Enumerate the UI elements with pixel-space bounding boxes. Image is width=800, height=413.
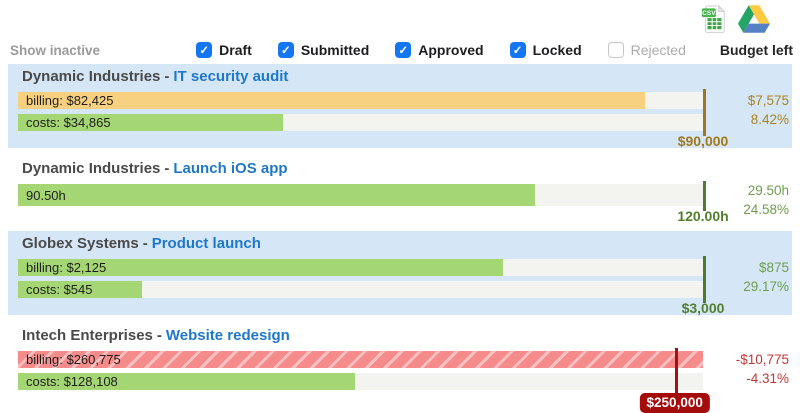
checkbox-label: Draft [219, 42, 252, 58]
show-inactive-toggle[interactable]: Show inactive [10, 42, 101, 58]
remaining-percent: 8.42% [750, 112, 789, 127]
budget-label: $90,000 [677, 133, 729, 149]
project-row: Dynamic Industries - IT security audit bil… [8, 64, 792, 149]
title-separator: - [156, 327, 162, 344]
checkbox-icon[interactable] [277, 42, 294, 58]
budget-chart: 90.50h 120.00h 29.50h 24.58% [18, 181, 789, 224]
remaining-amount: $7,575 [747, 93, 789, 108]
project-row: Intech Enterprises - Website redesign bill… [8, 323, 792, 413]
billing-bar: billing: $260,775 [18, 351, 703, 368]
budget-left-values: -$10,775 -4.31% [703, 350, 789, 388]
title-separator: - [164, 68, 170, 85]
company-name: Intech Enterprises [22, 327, 153, 344]
bars-area: billing: $82,425 costs: $34,865 $90,000 … [18, 89, 789, 149]
costs-bar: costs: $34,865 [18, 114, 284, 131]
project-title: Dynamic Industries - Launch iOS app [22, 160, 792, 178]
checkbox-label: Locked [532, 42, 582, 58]
remaining-amount: -$10,775 [735, 352, 789, 367]
budget-chart: billing: $260,775 costs: $128,108 $250,0… [18, 348, 789, 413]
checkbox-icon[interactable] [509, 42, 526, 58]
budget-chart: billing: $82,425 costs: $34,865 $90,000 … [18, 89, 789, 149]
project-title: Intech Enterprises - Website redesign [22, 327, 792, 345]
filter-submitted[interactable]: Submitted [277, 42, 370, 58]
billing-bar: billing: $2,125 [18, 259, 504, 276]
filter-locked[interactable]: Locked [509, 42, 582, 58]
bar-track: costs: $128,108 [18, 373, 703, 390]
checkbox-icon[interactable] [607, 42, 624, 58]
filter-draft[interactable]: Draft [196, 42, 252, 58]
csv-export-icon[interactable]: CSV [701, 5, 727, 33]
remaining-amount: 29.50h [747, 183, 789, 198]
project-title: Dynamic Industries - IT security audit [22, 68, 792, 86]
company-name: Globex Systems [22, 235, 139, 252]
checkbox-icon[interactable] [395, 42, 412, 58]
budget-chart: billing: $2,125 costs: $545 $3,000 $875 … [18, 256, 789, 316]
bars-area: billing: $2,125 costs: $545 $3,000 $875 … [18, 256, 789, 316]
filter-approved[interactable]: Approved [395, 42, 484, 58]
bar-track: costs: $34,865 [18, 114, 703, 131]
project-title: Globex Systems - Product launch [22, 235, 792, 253]
billing-bar: billing: $82,425 [18, 92, 646, 109]
checkbox-label: Approved [418, 42, 484, 58]
budget-label: $250,000 [639, 393, 710, 413]
bar-track: billing: $260,775 [18, 351, 703, 368]
project-link[interactable]: Website redesign [165, 327, 290, 344]
title-separator: - [164, 160, 170, 177]
costs-bar: costs: $128,108 [18, 373, 355, 390]
company-name: Dynamic Industries [22, 160, 161, 177]
bar-track: 90.50h [18, 184, 703, 206]
remaining-percent: 29.17% [743, 279, 789, 294]
google-drive-export-icon[interactable] [738, 5, 770, 33]
project-list: Dynamic Industries - IT security audit bil… [0, 64, 800, 413]
budget-marker [703, 89, 706, 136]
company-name: Dynamic Industries [22, 68, 161, 85]
project-link[interactable]: IT security audit [173, 68, 289, 85]
checkbox-label: Submitted [300, 42, 370, 58]
budget-left-header: Budget left [719, 42, 793, 58]
bars-area: billing: $260,775 costs: $128,108 $250,0… [18, 348, 789, 413]
budget-label: 120.00h [677, 208, 729, 224]
remaining-percent: 24.58% [743, 202, 789, 217]
status-filters: Draft Submitted Approved Locked Rejected [196, 42, 686, 58]
hours-bar: 90.50h [18, 184, 535, 206]
budget-label: $3,000 [681, 300, 725, 316]
remaining-percent: -4.31% [746, 371, 789, 386]
budget-left-values: 29.50h 24.58% [703, 181, 789, 219]
budget-left-values: $7,575 8.42% [703, 91, 789, 129]
csv-badge-text: CSV [702, 10, 716, 17]
budget-left-values: $875 29.17% [703, 258, 789, 296]
checkbox-icon[interactable] [196, 42, 213, 58]
project-row: Globex Systems - Product launch billing: $… [8, 231, 792, 316]
project-row: Dynamic Industries - Launch iOS app 90.50h… [8, 156, 792, 224]
header: CSV Show inactive Draft Submitted Approv… [0, 0, 800, 62]
export-icons: CSV [701, 5, 770, 33]
budget-marker [703, 181, 706, 211]
budget-marker [674, 348, 678, 398]
title-separator: - [142, 235, 148, 252]
bars-area: 90.50h 120.00h 29.50h 24.58% [18, 181, 789, 224]
filter-rejected[interactable]: Rejected [607, 42, 686, 58]
checkbox-label: Rejected [630, 42, 686, 58]
bar-track: billing: $82,425 [18, 92, 703, 109]
filter-bar: Show inactive Draft Submitted Approved L… [10, 42, 793, 58]
bar-track: costs: $545 [18, 281, 703, 298]
project-link[interactable]: Product launch [151, 235, 261, 252]
remaining-amount: $875 [758, 260, 789, 275]
bar-track: billing: $2,125 [18, 259, 703, 276]
budget-marker [703, 256, 706, 303]
costs-bar: costs: $545 [18, 281, 143, 298]
project-link[interactable]: Launch iOS app [173, 160, 288, 177]
